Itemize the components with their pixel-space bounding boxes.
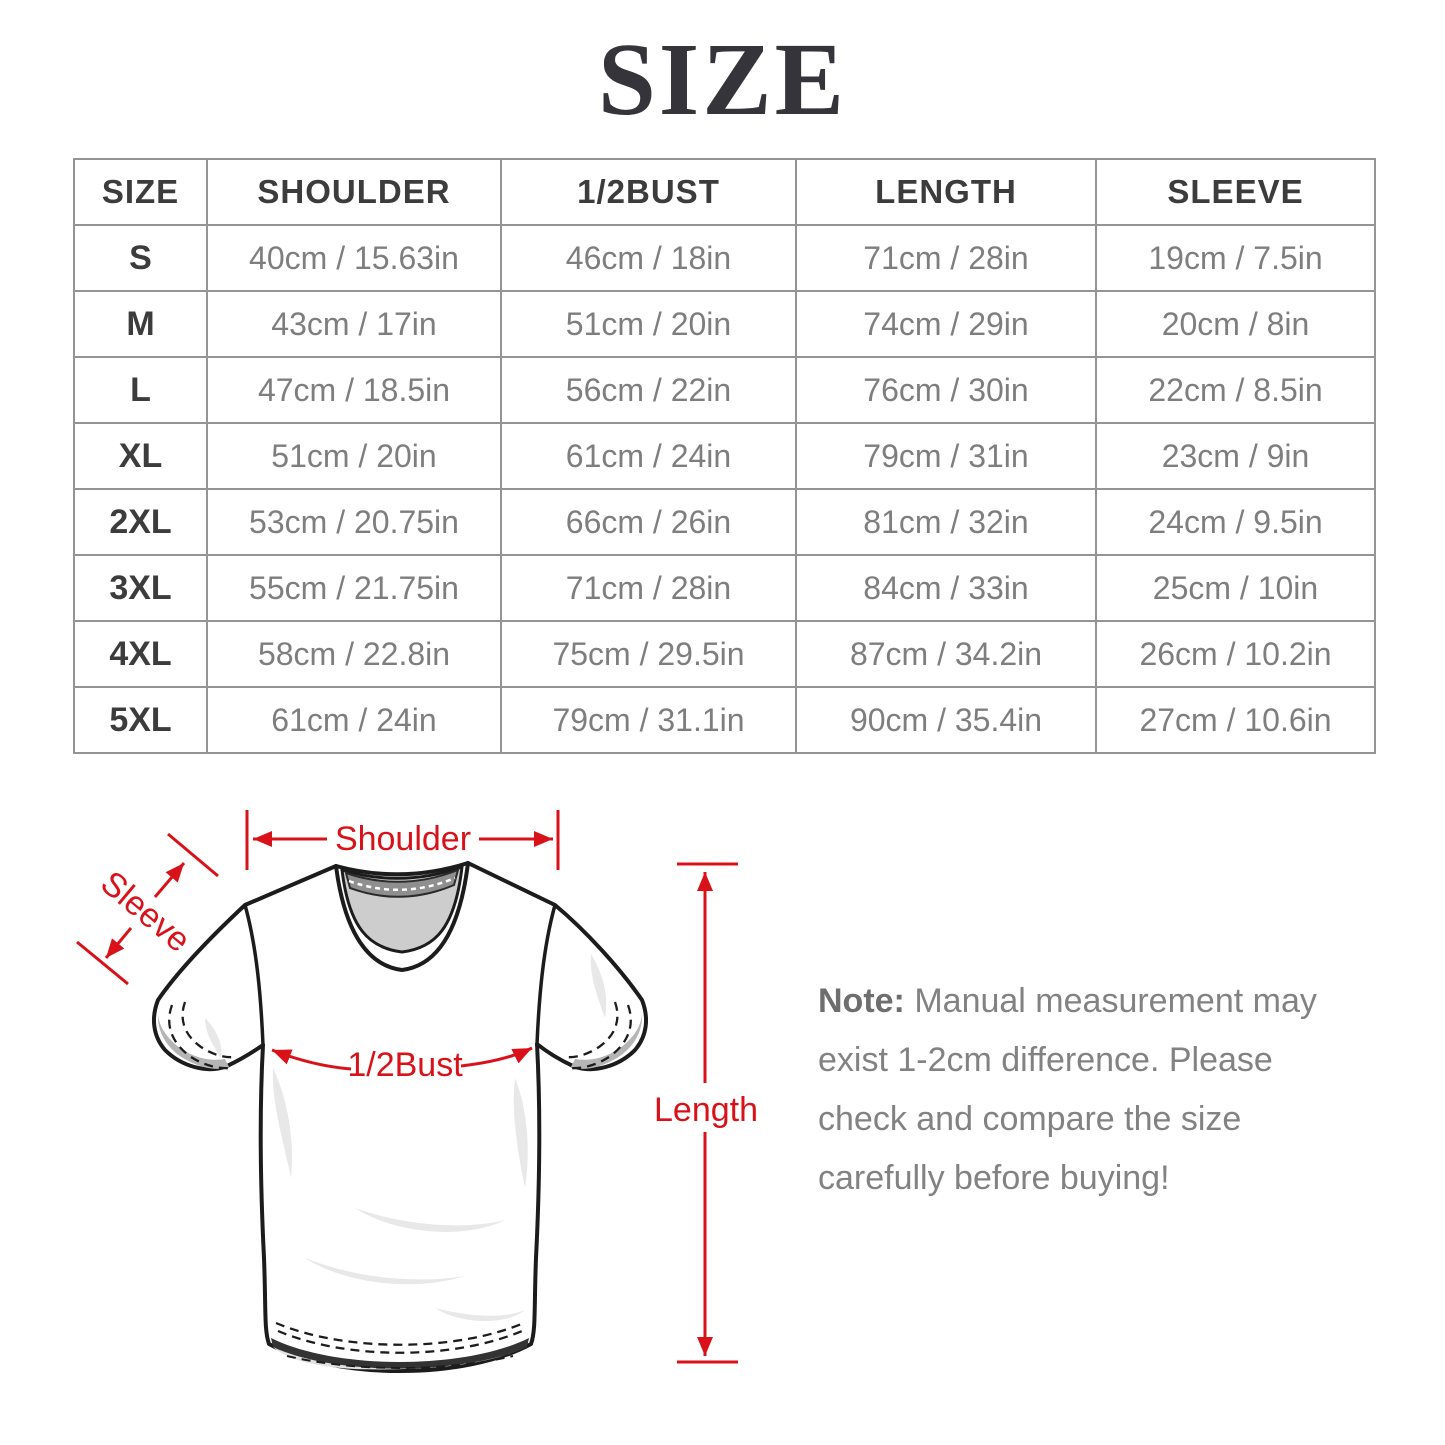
length-label: Length	[654, 1091, 758, 1129]
measure-cell: 46cm / 18in	[500, 224, 797, 292]
sleeve-tick-lower	[76, 940, 129, 986]
table-row: S 40cm / 15.63in 46cm / 18in 71cm / 28in…	[73, 224, 1376, 292]
size-label: 5XL	[73, 686, 208, 754]
fabric-wrinkles	[205, 954, 607, 1322]
measure-cell: 53cm / 20.75in	[206, 488, 502, 556]
right-cuff	[564, 1001, 643, 1070]
size-table: SIZE SHOULDER 1/2BUST LENGTH SLEEVE S 40…	[73, 158, 1376, 754]
shoulder-measure: Shoulder	[245, 810, 560, 870]
table-header-row: SIZE SHOULDER 1/2BUST LENGTH SLEEVE	[73, 158, 1376, 226]
hem	[271, 1321, 529, 1370]
header-cell-length: LENGTH	[795, 158, 1097, 226]
measure-cell: 71cm / 28in	[795, 224, 1097, 292]
tshirt-measurement-diagram: Shoulder Sleeve 1/2Bust Length	[76, 810, 758, 1373]
collar	[334, 861, 470, 972]
table-row: 5XL 61cm / 24in 79cm / 31.1in 90cm / 35.…	[73, 686, 1376, 754]
sleeve-arrow-upper	[153, 862, 186, 898]
measure-cell: 61cm / 24in	[206, 686, 502, 754]
shoulder-label: Shoulder	[335, 820, 471, 858]
measure-cell: 27cm / 10.6in	[1095, 686, 1376, 754]
measure-cell: 19cm / 7.5in	[1095, 224, 1376, 292]
table-row: 3XL 55cm / 21.75in 71cm / 28in 84cm / 33…	[73, 554, 1376, 622]
table-row: XL 51cm / 20in 61cm / 24in 79cm / 31in 2…	[73, 422, 1376, 490]
table-row: L 47cm / 18.5in 56cm / 22in 76cm / 30in …	[73, 356, 1376, 424]
measure-cell: 20cm / 8in	[1095, 290, 1376, 358]
measure-cell: 87cm / 34.2in	[795, 620, 1097, 688]
header-cell-shoulder: SHOULDER	[206, 158, 502, 226]
size-label: 3XL	[73, 554, 208, 622]
measure-cell: 61cm / 24in	[500, 422, 797, 490]
measure-cell: 66cm / 26in	[500, 488, 797, 556]
measure-cell: 51cm / 20in	[500, 290, 797, 358]
size-label: 2XL	[73, 488, 208, 556]
note-line: carefully before buying!	[818, 1159, 1170, 1197]
length-measure: Length	[654, 862, 758, 1364]
measure-cell: 51cm / 20in	[206, 422, 502, 490]
header-cell-size: SIZE	[73, 158, 208, 226]
measure-cell: 81cm / 32in	[795, 488, 1097, 556]
measure-cell: 71cm / 28in	[500, 554, 797, 622]
header-cell-bust: 1/2BUST	[500, 158, 797, 226]
sleeve-tick-upper	[167, 832, 219, 878]
page-title: SIZE	[597, 22, 848, 137]
measure-cell: 74cm / 29in	[795, 290, 1097, 358]
note-prefix: Note:	[818, 982, 905, 1020]
table-row: 2XL 53cm / 20.75in 66cm / 26in 81cm / 32…	[73, 488, 1376, 556]
bust-arrow-left	[271, 1048, 352, 1071]
measure-cell: 43cm / 17in	[206, 290, 502, 358]
measure-cell: 47cm / 18.5in	[206, 356, 502, 424]
measure-cell: 40cm / 15.63in	[206, 224, 502, 292]
measure-cell: 26cm / 10.2in	[1095, 620, 1376, 688]
sleeve-arrow-lower	[104, 927, 133, 959]
note-line: check and compare the size	[818, 1100, 1242, 1138]
note-text: Manual measurement may	[914, 982, 1317, 1020]
measure-cell: 84cm / 33in	[795, 554, 1097, 622]
size-label: M	[73, 290, 208, 358]
table-row: 4XL 58cm / 22.8in 75cm / 29.5in 87cm / 3…	[73, 620, 1376, 688]
measure-cell: 90cm / 35.4in	[795, 686, 1097, 754]
measure-cell: 55cm / 21.75in	[206, 554, 502, 622]
note-line: exist 1-2cm difference. Please	[818, 1041, 1273, 1079]
size-label: L	[73, 356, 208, 424]
tshirt-outline-drawing	[151, 861, 649, 1373]
size-label: 4XL	[73, 620, 208, 688]
measure-cell: 58cm / 22.8in	[206, 620, 502, 688]
bust-measure: 1/2Bust	[271, 1046, 533, 1084]
measure-cell: 24cm / 9.5in	[1095, 488, 1376, 556]
bust-label: 1/2Bust	[347, 1046, 463, 1084]
measure-cell: 75cm / 29.5in	[500, 620, 797, 688]
measure-cell: 56cm / 22in	[500, 356, 797, 424]
left-cuff	[157, 1001, 236, 1070]
size-label: S	[73, 224, 208, 292]
measure-cell: 76cm / 30in	[795, 356, 1097, 424]
note-line: Note: Manual measurement may	[818, 972, 1363, 1031]
measure-cell: 23cm / 9in	[1095, 422, 1376, 490]
bust-arrow-right	[460, 1046, 533, 1068]
size-label: XL	[73, 422, 208, 490]
table-row: M 43cm / 17in 51cm / 20in 74cm / 29in 20…	[73, 290, 1376, 358]
measure-cell: 22cm / 8.5in	[1095, 356, 1376, 424]
header-cell-sleeve: SLEEVE	[1095, 158, 1376, 226]
sleeve-label: Sleeve	[93, 864, 197, 960]
measure-cell: 79cm / 31in	[795, 422, 1097, 490]
note-block: Note: Manual measurement may exist 1-2cm…	[818, 972, 1363, 1208]
measure-cell: 79cm / 31.1in	[500, 686, 797, 754]
measure-cell: 25cm / 10in	[1095, 554, 1376, 622]
